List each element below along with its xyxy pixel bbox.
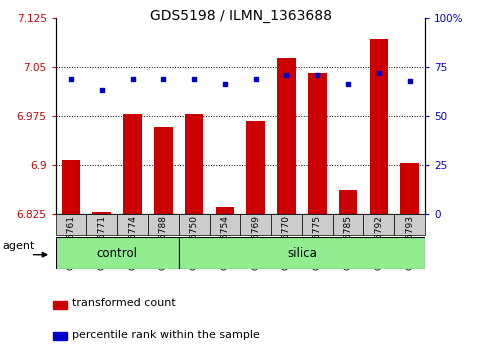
Point [375, 70, 383, 75]
Text: GSM665750: GSM665750 [190, 215, 199, 270]
Point [252, 76, 259, 81]
Bar [364, 214, 394, 235]
Text: GSM665769: GSM665769 [251, 215, 260, 270]
Bar [148, 214, 179, 235]
Bar [179, 237, 425, 269]
Point [221, 82, 229, 87]
Bar [92, 212, 111, 214]
Bar [86, 214, 117, 235]
Point [190, 76, 198, 81]
Point [67, 76, 75, 81]
Bar [210, 214, 240, 235]
Bar [333, 214, 364, 235]
Point [313, 72, 321, 78]
Text: GDS5198 / ILMN_1363688: GDS5198 / ILMN_1363688 [151, 9, 332, 23]
Text: GSM665771: GSM665771 [97, 215, 106, 270]
Bar [277, 58, 296, 214]
Bar [123, 114, 142, 214]
Point [159, 76, 167, 81]
Point [98, 87, 106, 93]
Bar [56, 237, 179, 269]
Text: GSM665785: GSM665785 [343, 215, 353, 270]
Bar [394, 214, 425, 235]
Text: GSM665775: GSM665775 [313, 215, 322, 270]
Bar [54, 301, 67, 309]
Bar [369, 39, 388, 214]
Text: GSM665770: GSM665770 [282, 215, 291, 270]
Bar [117, 214, 148, 235]
Bar [302, 214, 333, 235]
Text: GSM665788: GSM665788 [159, 215, 168, 270]
Bar [179, 214, 210, 235]
Point [406, 78, 413, 84]
Bar [246, 120, 265, 214]
Text: GSM665792: GSM665792 [374, 215, 384, 270]
Point [283, 72, 290, 78]
Bar [400, 163, 419, 214]
Text: percentile rank within the sample: percentile rank within the sample [72, 330, 260, 339]
Text: control: control [97, 247, 138, 259]
Text: GSM665754: GSM665754 [220, 215, 229, 270]
Bar [215, 207, 234, 214]
Bar [308, 73, 327, 214]
Bar [240, 214, 271, 235]
Text: silica: silica [287, 247, 317, 259]
Bar [62, 160, 80, 214]
Point [344, 82, 352, 87]
Text: GSM665793: GSM665793 [405, 215, 414, 270]
Bar [185, 114, 203, 214]
Bar [271, 214, 302, 235]
Text: GSM665761: GSM665761 [67, 215, 75, 270]
Text: agent: agent [3, 241, 35, 251]
Bar [54, 332, 67, 340]
Point [128, 76, 136, 81]
Bar [56, 214, 86, 235]
Text: GSM665774: GSM665774 [128, 215, 137, 270]
Bar [339, 190, 357, 214]
Bar [154, 127, 172, 214]
Text: transformed count: transformed count [72, 298, 176, 308]
